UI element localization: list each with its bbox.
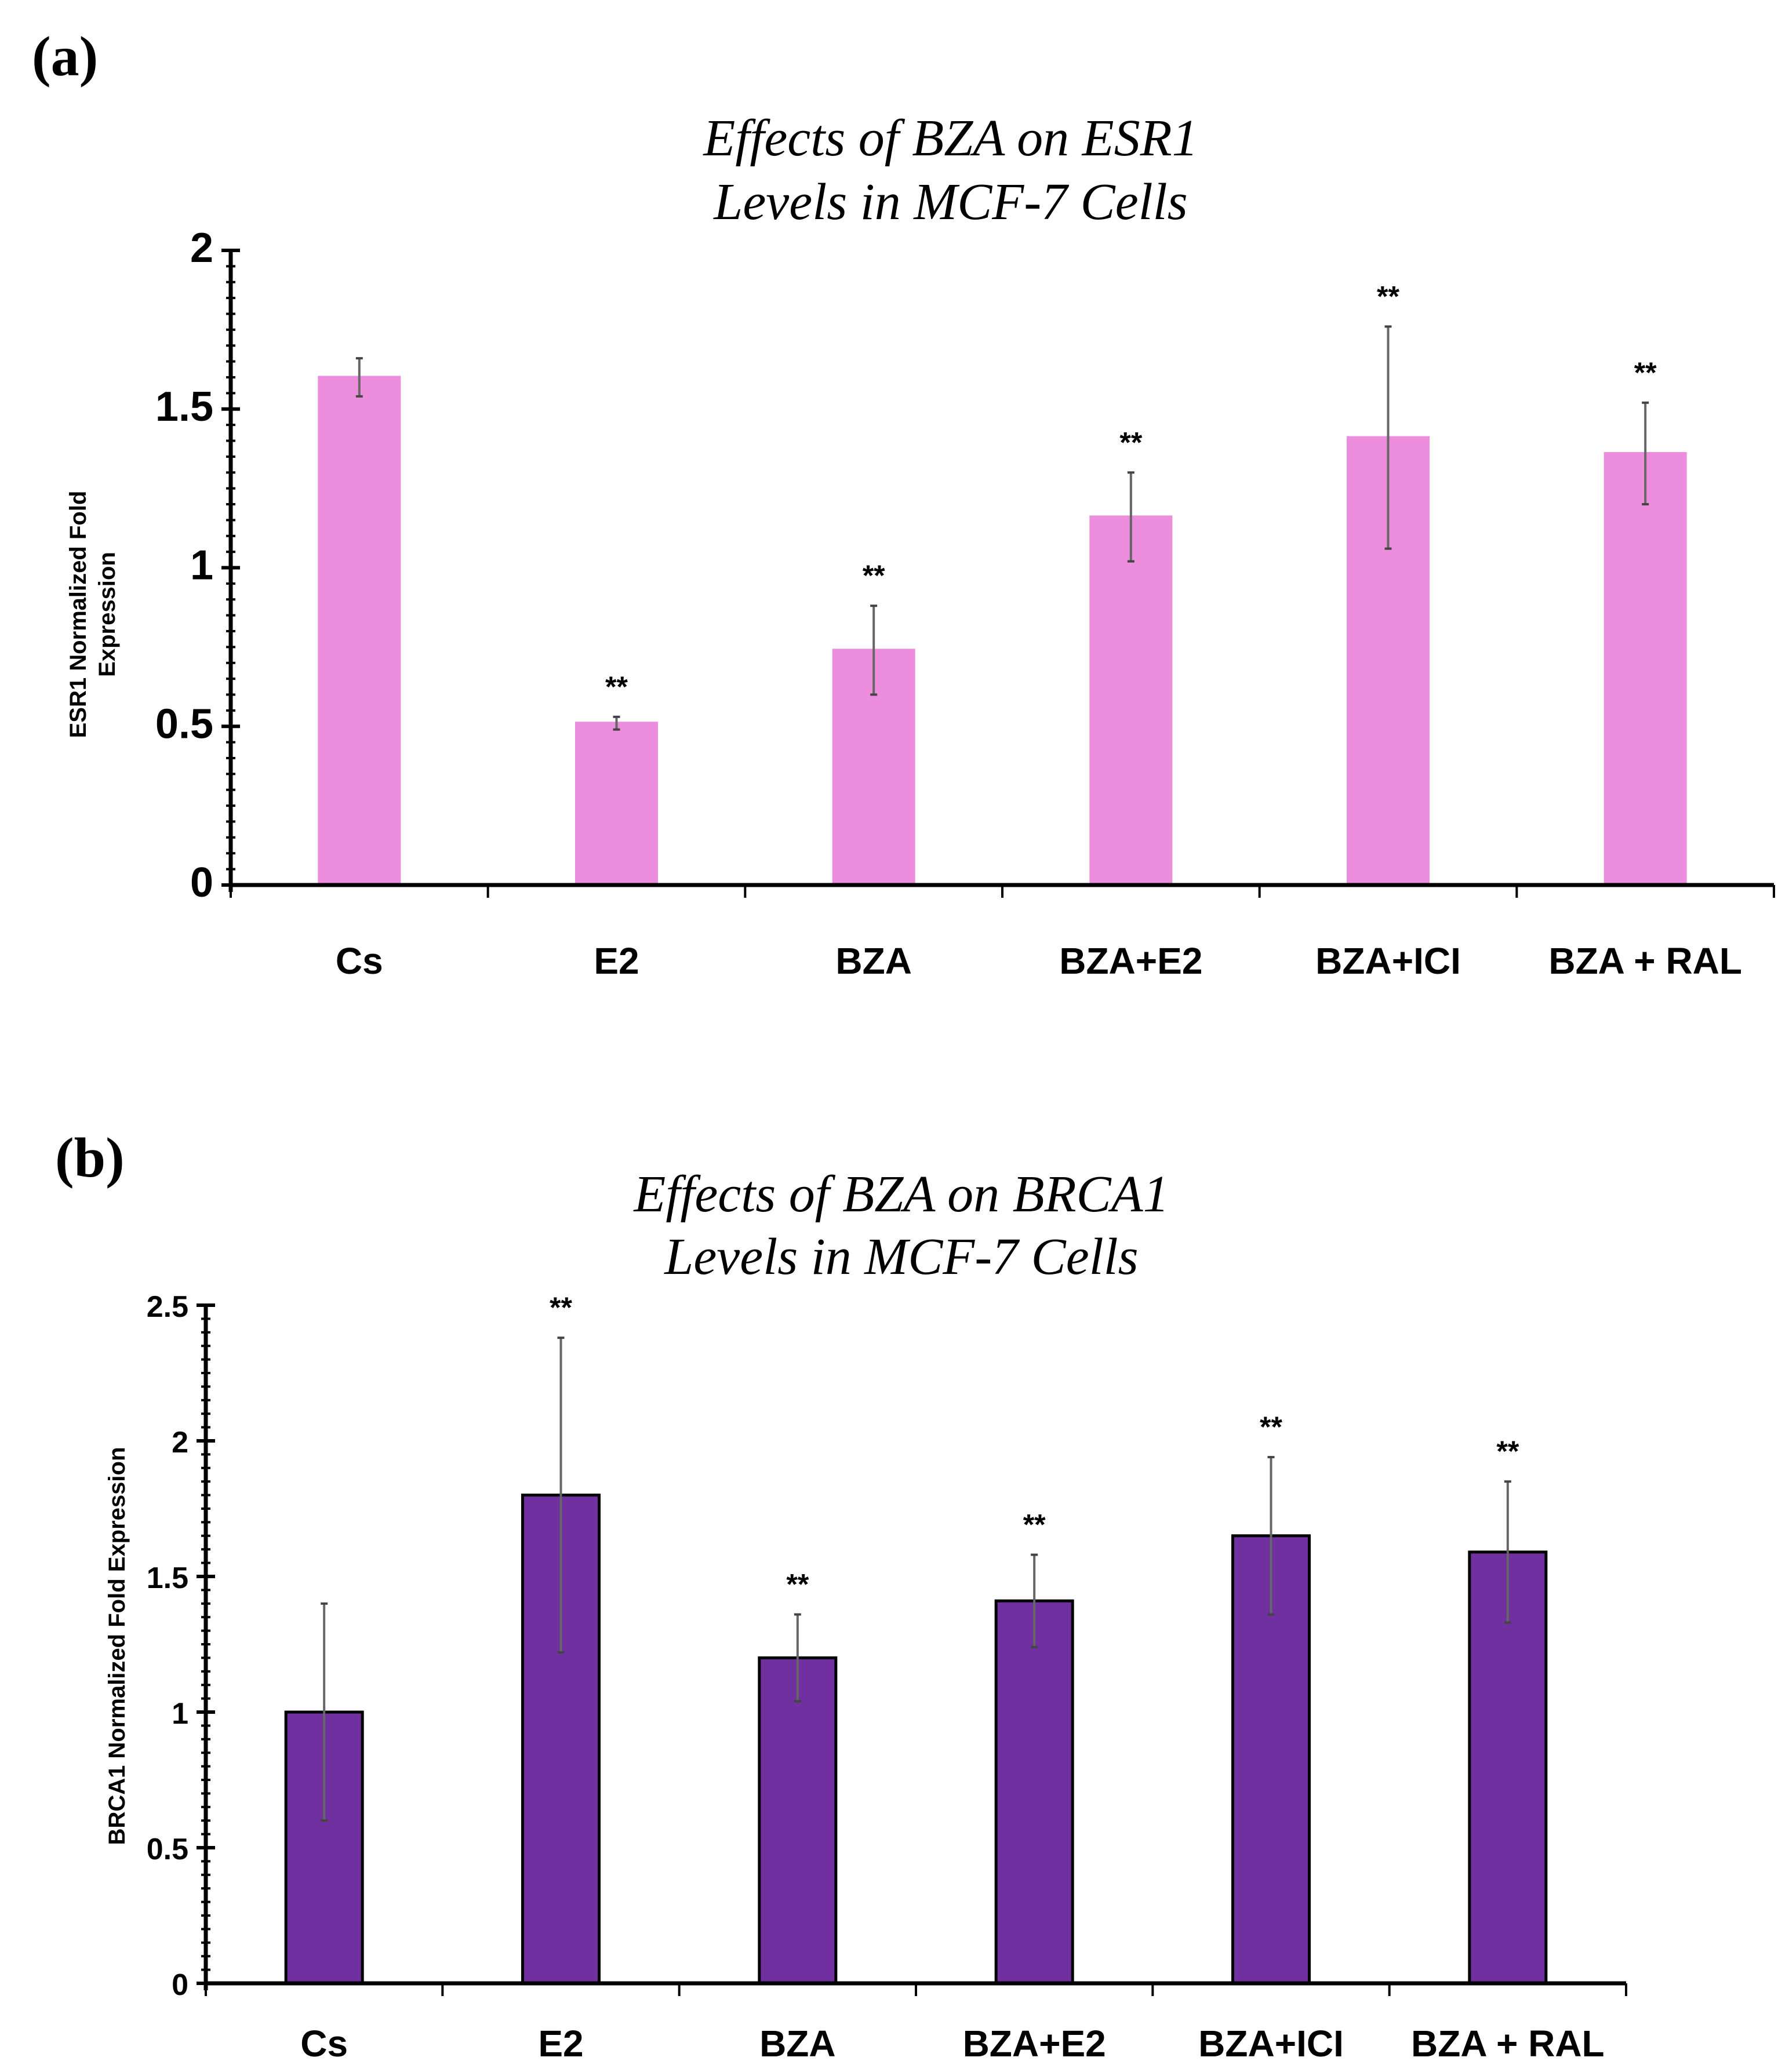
- significance-mark: **: [1023, 1509, 1046, 1541]
- y-tick-label: 1: [172, 1697, 188, 1731]
- x-tick-label: BZA: [835, 940, 912, 982]
- significance-mark: **: [1119, 426, 1142, 458]
- significance-mark: **: [1634, 356, 1657, 389]
- significance-mark: **: [1496, 1435, 1519, 1467]
- significance-mark: **: [1260, 1411, 1282, 1443]
- x-tick-label: Cs: [336, 940, 383, 982]
- x-tick-label: E2: [594, 940, 639, 982]
- chart-title-a-line1: Effects of BZA on ESR1: [702, 110, 1198, 167]
- significance-mark: **: [550, 1291, 572, 1324]
- panel-b: (b) Effects of BZA on BRCA1 Levels in MC…: [55, 1127, 1627, 2064]
- significance-mark: **: [605, 671, 628, 703]
- y-tick-label: 0.5: [147, 1833, 188, 1866]
- significance-mark: **: [863, 559, 885, 592]
- x-tick-label: BZA+E2: [963, 2023, 1106, 2064]
- x-tick-label: E2: [538, 2023, 583, 2064]
- y-axis-label-a-line1: ESR1 Normalized Fold: [66, 491, 91, 738]
- y-tick-label: 0.5: [155, 701, 213, 747]
- y-tick-label: 0: [172, 1968, 188, 2002]
- y-tick-label: 2.5: [147, 1290, 188, 1324]
- bar-bza-e2: [1089, 515, 1173, 887]
- chart-title-b-line2: Levels in MCF-7 Cells: [663, 1228, 1138, 1286]
- chart-title-a-line2: Levels in MCF-7 Cells: [712, 173, 1187, 231]
- bar-bza-ral: [1603, 451, 1687, 887]
- y-tick-label: 0: [190, 860, 213, 906]
- bar-bza: [758, 1656, 838, 1985]
- bar-bza-e2: [994, 1599, 1074, 1985]
- bar-e2: [575, 722, 658, 887]
- y-tick-label: 1: [190, 542, 213, 589]
- x-tick-label: BZA+ICI: [1198, 2023, 1344, 2064]
- x-tick-label: BZA + RAL: [1548, 940, 1742, 982]
- x-tick-label: BZA + RAL: [1411, 2023, 1605, 2064]
- panel-label-b: (b): [55, 1127, 125, 1189]
- x-tick-label: BZA+ICI: [1315, 940, 1461, 982]
- x-tick-label: BZA: [759, 2023, 836, 2064]
- y-tick-label: 2: [190, 225, 213, 271]
- bar-cs: [318, 376, 401, 887]
- x-tick-label: Cs: [300, 2023, 348, 2064]
- significance-mark: **: [786, 1568, 809, 1601]
- y-axis-label-a-line2: Expression: [94, 552, 120, 677]
- panel-a: (a) Effects of BZA on ESR1 Levels in MCF…: [32, 26, 1775, 982]
- chart-title-b-line1: Effects of BZA on BRCA1: [632, 1166, 1169, 1223]
- significance-mark: **: [1377, 280, 1399, 312]
- y-axis-label-b: BRCA1 Normalized Fold Expression: [104, 1447, 130, 1845]
- y-tick-label: 1.5: [147, 1561, 188, 1595]
- y-tick-label: 1.5: [155, 384, 213, 430]
- plot-area-b: Cs ** E2 ** BZA ** BZA+E2 ** BZA+ICI ** BZA + RAL 0…: [147, 1290, 1627, 2064]
- y-tick-label: 2: [172, 1426, 188, 1459]
- panel-label-a: (a): [32, 26, 98, 88]
- x-tick-label: BZA+E2: [1059, 940, 1202, 982]
- plot-area-a: Cs ** E2 ** BZA ** BZA+E2 ** BZA+ICI ** BZA + RAL 0…: [155, 225, 1775, 982]
